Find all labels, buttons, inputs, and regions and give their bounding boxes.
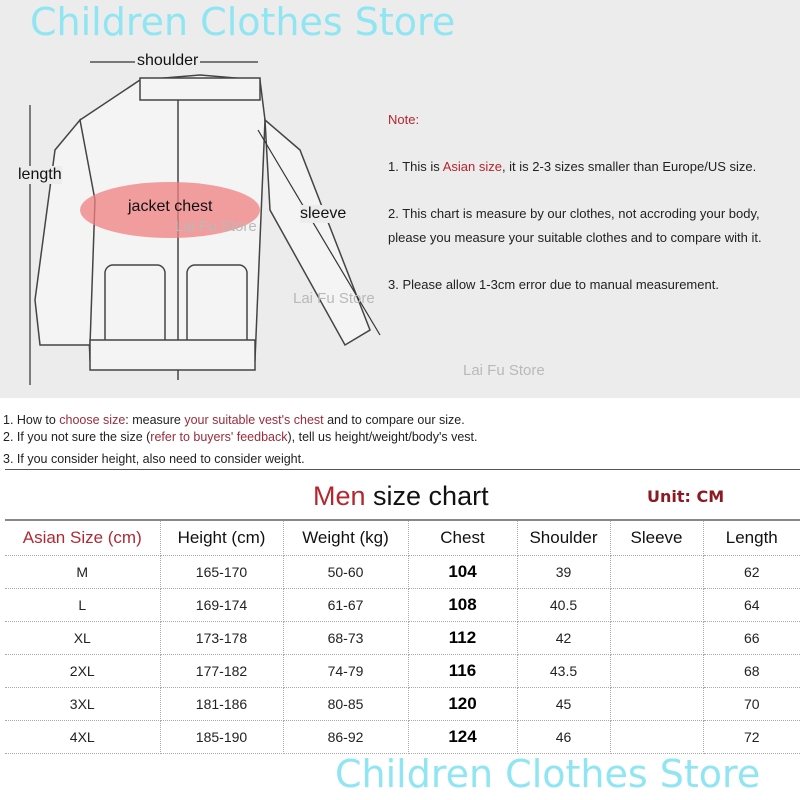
chest-label: jacket chest (128, 198, 213, 215)
cell-length: 66 (702, 621, 800, 655)
cell-shoulder: 46 (516, 720, 611, 754)
cell-size: L (5, 588, 161, 622)
cell-size: 3XL (5, 687, 161, 721)
table-row: 4XL 185-190 86-92 124 46 72 (5, 720, 800, 754)
shoulder-label: shoulder (135, 52, 201, 70)
unit-label: Unit: CM (647, 487, 725, 506)
cell-length: 72 (702, 720, 800, 754)
cell-height: 177-182 (159, 654, 284, 688)
cell-weight: 86-92 (282, 720, 409, 754)
cell-shoulder: 39 (516, 555, 611, 589)
cell-sleeve (609, 588, 704, 622)
jacket-illustration (29, 61, 381, 385)
brand-top: Children Clothes Store (30, 0, 456, 44)
size-diagram: shoulder length jacket chest sleeve Lai … (0, 0, 800, 398)
watermark: Lai Fu Store (463, 362, 545, 379)
header-length: Length (702, 519, 800, 556)
cell-length: 64 (702, 588, 800, 622)
cell-sleeve (609, 687, 704, 721)
cell-sleeve (609, 621, 704, 655)
cell-weight: 68-73 (282, 621, 409, 655)
watermark: Lai Fu Store (175, 218, 257, 235)
chest-highlight (80, 182, 260, 238)
tip-1: 1. How to choose size: measure your suit… (3, 413, 465, 427)
cell-weight: 74-79 (282, 654, 409, 688)
cell-size: 2XL (5, 654, 161, 688)
cell-size: XL (5, 621, 161, 655)
note-line-2a: 2. This chart is measure by our clothes,… (388, 206, 760, 221)
cell-height: 165-170 (159, 555, 284, 589)
cell-shoulder: 45 (516, 687, 611, 721)
cell-chest: 120 (407, 687, 518, 721)
cell-height: 173-178 (159, 621, 284, 655)
cell-height: 181-186 (159, 687, 284, 721)
cell-length: 70 (702, 687, 800, 721)
cell-weight: 50-60 (282, 555, 409, 589)
sleeve-label: sleeve (300, 205, 347, 223)
divider (5, 469, 800, 470)
table-title: Men size chart (313, 481, 489, 511)
cell-size: 4XL (5, 720, 161, 754)
brand-bottom: Children Clothes Store (335, 752, 761, 796)
size-table: Asian Size (cm) Height (cm) Weight (kg) … (5, 519, 800, 754)
table-row: 2XL 177-182 74-79 116 43.5 68 (5, 654, 800, 688)
header-sleeve: Sleeve (609, 519, 704, 556)
cell-shoulder: 43.5 (516, 654, 611, 688)
tip-3: 3. If you consider height, also need to … (3, 452, 305, 466)
cell-length: 62 (702, 555, 800, 589)
note-line-1: 1. This is Asian size, it is 2-3 sizes s… (388, 159, 757, 174)
cell-chest: 112 (407, 621, 518, 655)
cell-weight: 61-67 (282, 588, 409, 622)
cell-sleeve (609, 555, 704, 589)
header-asian-size: Asian Size (cm) (5, 519, 161, 556)
cell-shoulder: 40.5 (516, 588, 611, 622)
table-row: M 165-170 50-60 104 39 62 (5, 555, 800, 589)
length-label: length (18, 166, 62, 184)
cell-chest: 104 (407, 555, 518, 589)
note-line-2b: please you measure your suitable clothes… (388, 230, 762, 245)
table-row: 3XL 181-186 80-85 120 45 70 (5, 687, 800, 721)
note-title: Note: (388, 112, 420, 127)
note-line-3: 3. Please allow 1-3cm error due to manua… (388, 277, 719, 292)
cell-height: 185-190 (159, 720, 284, 754)
watermark: Lai Fu Store (293, 290, 375, 307)
cell-length: 68 (702, 654, 800, 688)
cell-sleeve (609, 654, 704, 688)
cell-size: M (5, 555, 161, 589)
cell-chest: 108 (407, 588, 518, 622)
cell-chest: 116 (407, 654, 518, 688)
cell-weight: 80-85 (282, 687, 409, 721)
cell-height: 169-174 (159, 588, 284, 622)
table-row: L 169-174 61-67 108 40.5 64 (5, 588, 800, 622)
header-height: Height (cm) (159, 519, 284, 556)
table-row: XL 173-178 68-73 112 42 66 (5, 621, 800, 655)
cell-sleeve (609, 720, 704, 754)
header-weight: Weight (kg) (282, 519, 409, 556)
cell-chest: 124 (407, 720, 518, 754)
tip-2: 2. If you not sure the size (refer to bu… (3, 430, 478, 444)
table-header-row: Asian Size (cm) Height (cm) Weight (kg) … (5, 519, 800, 556)
header-shoulder: Shoulder (516, 519, 611, 556)
header-chest: Chest (407, 519, 518, 556)
cell-shoulder: 42 (516, 621, 611, 655)
